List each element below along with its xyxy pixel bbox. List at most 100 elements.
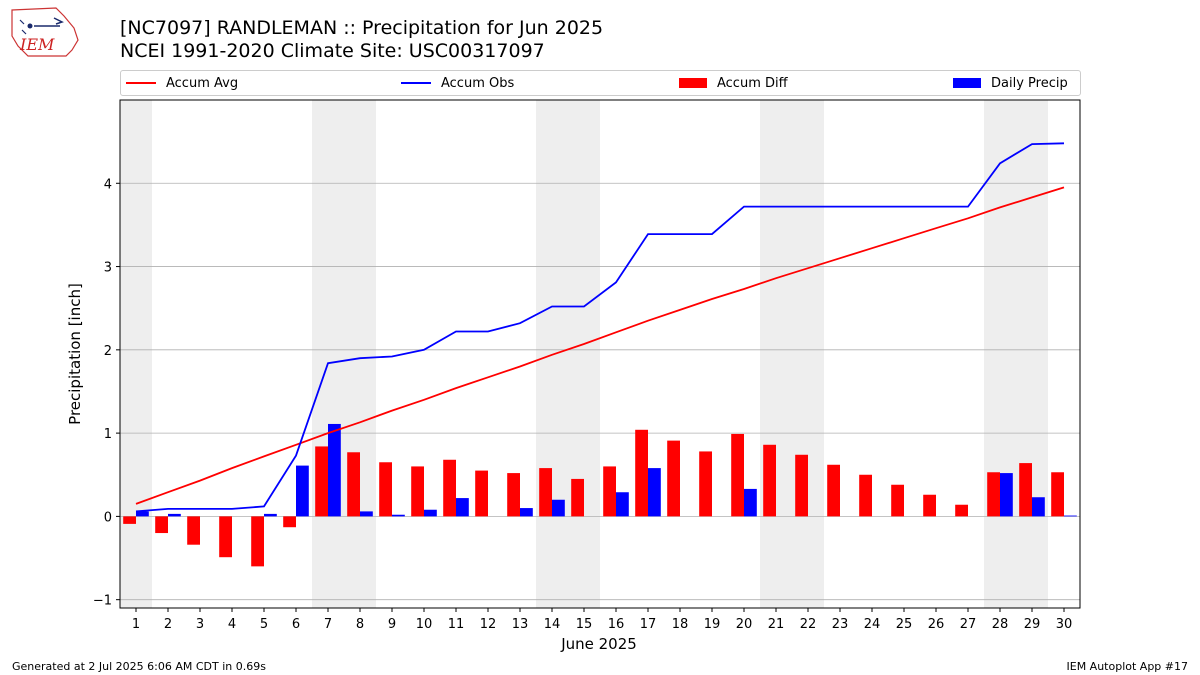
iem-logo: IEM: [11, 7, 79, 57]
accum-diff-bar: [507, 473, 520, 517]
daily-precip-bar: [1032, 497, 1045, 517]
plot-frame: [119, 99, 1081, 609]
x-tick-label: 26: [928, 617, 945, 632]
accum-diff-bar: [411, 466, 424, 517]
legend-swatch-daily-precip: [953, 78, 981, 88]
x-tick-label: 5: [260, 617, 268, 632]
weekend-shade: [984, 100, 1048, 608]
daily-precip-bar: [1000, 473, 1013, 517]
x-tick-label: 22: [800, 617, 817, 632]
accum-diff-bar: [315, 446, 328, 517]
legend-swatch-accum-avg: [126, 82, 156, 84]
x-tick-label: 2: [164, 617, 172, 632]
x-tick-label: 6: [292, 617, 300, 632]
y-axis-label: Precipitation [inch]: [66, 283, 84, 425]
accum-diff-bar: [731, 433, 744, 517]
accum-diff-bar: [219, 516, 232, 558]
accum-diff-bar: [379, 462, 392, 517]
x-tick-label: 27: [960, 617, 977, 632]
accum-diff-bar: [859, 474, 872, 517]
chart-subtitle: NCEI 1991-2020 Climate Site: USC00317097: [120, 40, 545, 62]
daily-precip-bar: [392, 514, 405, 517]
x-tick-label: 10: [416, 617, 433, 632]
legend-label-accum-diff: Accum Diff: [717, 75, 788, 91]
weekend-shade: [536, 100, 600, 608]
x-tick-label: 1: [132, 617, 140, 632]
legend-item-accum-diff: Accum Diff: [679, 71, 788, 95]
x-tick-label: 20: [736, 617, 753, 632]
x-tick-label: 9: [388, 617, 396, 632]
x-tick-label: 28: [992, 617, 1009, 632]
y-tick-label: 3: [104, 261, 112, 276]
x-tick-label: 18: [672, 617, 689, 632]
x-tick-label: 24: [864, 617, 881, 632]
accum-obs-line: [135, 142, 1065, 513]
accum-diff-bar: [667, 440, 680, 517]
daily-precip-bar: [552, 499, 565, 517]
daily-precip-bar: [1064, 515, 1077, 517]
accum-diff-bar: [443, 459, 456, 517]
daily-precip-bar: [744, 488, 757, 517]
weekend-shade: [760, 100, 824, 608]
x-tick-label: 4: [228, 617, 236, 632]
x-tick-label: 21: [768, 617, 785, 632]
logo-text: IEM: [19, 35, 55, 54]
weekend-shade: [312, 100, 376, 608]
daily-precip-bar: [360, 511, 373, 517]
x-tick-label: 25: [896, 617, 913, 632]
accum-diff-bar: [539, 468, 552, 517]
accum-diff-bar: [955, 504, 968, 517]
x-tick-label: 14: [544, 617, 561, 632]
legend: Accum Avg Accum Obs Accum Diff Daily Pre…: [120, 70, 1081, 96]
daily-precip-bar: [264, 513, 277, 517]
accum-diff-bar: [923, 494, 936, 517]
x-tick-label: 23: [832, 617, 849, 632]
x-tick-label: 30: [1056, 617, 1073, 632]
accum-diff-bar: [475, 470, 488, 517]
daily-precip-bar: [648, 468, 661, 517]
legend-swatch-accum-diff: [679, 78, 707, 88]
daily-precip-bar: [520, 508, 533, 517]
y-tick-label: −1: [93, 594, 112, 609]
accum-diff-bar: [1019, 463, 1032, 517]
legend-swatch-accum-obs: [401, 82, 431, 84]
accum-diff-bar: [155, 516, 168, 534]
x-tick-label: 12: [480, 617, 497, 632]
x-tick-label: 13: [512, 617, 529, 632]
daily-precip-bar: [168, 513, 181, 517]
x-tick-label: 8: [356, 617, 364, 632]
accum-diff-bar: [635, 429, 648, 517]
accum-diff-bar: [571, 478, 584, 517]
x-tick-label: 15: [576, 617, 593, 632]
accum-avg-line: [135, 186, 1065, 505]
y-tick-label: 1: [104, 427, 112, 442]
x-tick-label: 16: [608, 617, 625, 632]
weekend-shade: [120, 100, 152, 608]
x-axis-label: June 2025: [560, 635, 637, 653]
accum-diff-bar: [347, 452, 360, 517]
legend-item-daily-precip: Daily Precip: [953, 71, 1068, 95]
accum-diff-bar: [987, 472, 1000, 517]
accum-diff-bar: [283, 516, 296, 528]
accum-diff-bar: [891, 484, 904, 517]
footer-app: IEM Autoplot App #17: [1066, 660, 1189, 673]
x-tick-label: 29: [1024, 617, 1041, 632]
x-tick-label: 17: [640, 617, 657, 632]
y-tick-label: 2: [104, 344, 112, 359]
daily-precip-bar: [424, 509, 437, 517]
daily-precip-bar: [296, 465, 309, 517]
accum-diff-bar: [795, 454, 808, 517]
y-tick-label: 4: [104, 177, 112, 192]
footer-generated: Generated at 2 Jul 2025 6:06 AM CDT in 0…: [12, 660, 266, 673]
legend-label-accum-obs: Accum Obs: [441, 75, 515, 91]
daily-precip-bar: [136, 511, 149, 517]
accum-diff-bar: [603, 466, 616, 517]
accum-diff-bar: [699, 451, 712, 517]
chart-title: [NC7097] RANDLEMAN :: Precipitation for …: [120, 17, 604, 39]
x-tick-label: 11: [448, 617, 465, 632]
logo-sun-icon: [27, 23, 33, 29]
x-tick-label: 19: [704, 617, 721, 632]
accum-diff-bar: [187, 516, 200, 545]
accum-diff-bar: [251, 516, 264, 567]
